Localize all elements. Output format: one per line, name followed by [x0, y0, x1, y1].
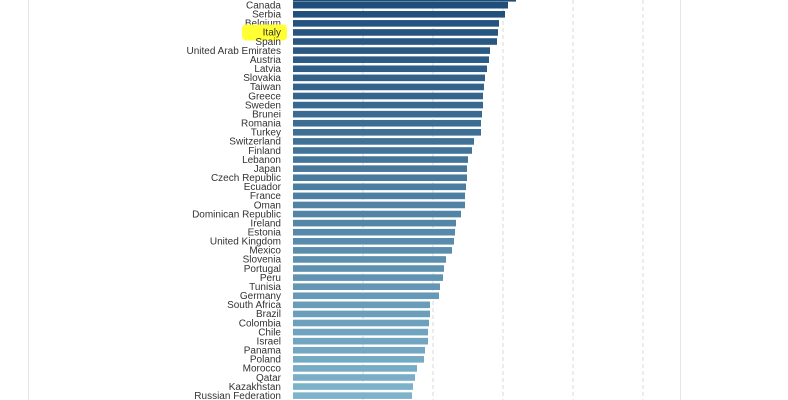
bar-poland[interactable] [293, 356, 424, 363]
bar-morocco[interactable] [293, 365, 417, 372]
category-label-belgium: Belgium [245, 19, 281, 30]
category-label-portugal: Portugal [244, 264, 281, 275]
chart-left-border [28, 0, 29, 400]
bar-slovakia[interactable] [293, 74, 485, 82]
bar-oman[interactable] [293, 201, 465, 209]
category-label-dominican-republic: Dominican Republic [192, 209, 281, 220]
bar-colombia[interactable] [293, 319, 429, 327]
bar-south-africa[interactable] [293, 301, 430, 309]
category-label-slovakia: Slovakia [243, 73, 281, 84]
bar-belgium[interactable] [293, 20, 499, 27]
category-label-finland: Finland [248, 146, 281, 157]
bar-germany[interactable] [293, 292, 439, 300]
bar-estonia[interactable] [293, 228, 455, 236]
category-label-switzerland: Switzerland [229, 137, 281, 148]
highlight-italy [242, 24, 287, 41]
bar-finland[interactable] [293, 147, 472, 154]
bar-chile[interactable] [293, 328, 428, 336]
bar-mexico[interactable] [293, 247, 452, 254]
category-label-qatar: Qatar [256, 373, 282, 384]
bar-peru[interactable] [293, 274, 443, 281]
bar-austria[interactable] [293, 56, 489, 63]
bar-panama[interactable] [293, 346, 425, 354]
bar-japan[interactable] [293, 165, 467, 172]
category-label-czech-republic: Czech Republic [211, 173, 281, 184]
bar-qatar[interactable] [293, 374, 415, 381]
bar-israel[interactable] [293, 337, 428, 345]
category-label-brunei: Brunei [252, 109, 281, 120]
bar-offscreen [293, 0, 516, 2]
category-label-ireland: Ireland [250, 218, 281, 229]
category-label-united-arab-emirates: United Arab Emirates [187, 46, 282, 57]
bar-turkey[interactable] [293, 129, 481, 136]
category-label-colombia: Colombia [239, 318, 282, 329]
category-label-sweden: Sweden [245, 100, 281, 111]
bar-latvia[interactable] [293, 65, 487, 73]
category-label-israel: Israel [257, 336, 281, 347]
bar-serbia[interactable] [293, 10, 505, 18]
category-label-morocco: Morocco [243, 364, 282, 375]
bar-italy[interactable] [293, 29, 498, 36]
bar-tunisia[interactable] [293, 283, 440, 290]
category-label-united-kingdom: United Kingdom [210, 237, 281, 248]
category-label-lebanon: Lebanon [242, 155, 281, 166]
category-label-austria: Austria [250, 55, 282, 66]
category-label-romania: Romania [241, 119, 281, 130]
bar-canada[interactable] [293, 1, 508, 9]
bar-ireland[interactable] [293, 219, 456, 227]
category-label-turkey: Turkey [251, 128, 281, 139]
category-label-mexico: Mexico [249, 246, 281, 257]
bar-united-arab-emirates[interactable] [293, 47, 490, 54]
category-label-slovenia: Slovenia [243, 255, 282, 266]
bar-sweden[interactable] [293, 101, 483, 109]
bar-kazakhstan[interactable] [293, 383, 413, 390]
bar-france[interactable] [293, 192, 465, 200]
bar-ecuador[interactable] [293, 183, 466, 191]
category-label-poland: Poland [250, 355, 281, 366]
category-label-oman: Oman [254, 200, 281, 211]
category-label-serbia: Serbia [252, 10, 281, 21]
bar-united-kingdom[interactable] [293, 237, 454, 245]
category-label-italy: Italy [263, 28, 281, 39]
category-label-canada: Canada [246, 1, 281, 12]
category-label-france: France [250, 191, 282, 202]
category-label-tunisia: Tunisia [249, 282, 281, 293]
bar-lebanon[interactable] [293, 156, 468, 163]
chart-right-border [680, 0, 681, 400]
category-label-south-africa: South Africa [227, 300, 281, 311]
bar-czech-republic[interactable] [293, 174, 467, 182]
category-label-germany: Germany [240, 291, 281, 302]
category-label-panama: Panama [244, 346, 282, 357]
category-label-ecuador: Ecuador [244, 182, 282, 193]
bar-brunei[interactable] [293, 110, 482, 118]
category-label-spain: Spain [255, 37, 281, 48]
category-label-japan: Japan [254, 164, 281, 175]
bar-brazil[interactable] [293, 310, 430, 318]
category-label-estonia: Estonia [248, 228, 282, 239]
bar-dominican-republic[interactable] [293, 210, 461, 218]
bar-switzerland[interactable] [293, 138, 474, 145]
bar-taiwan[interactable] [293, 83, 484, 91]
bar-portugal[interactable] [293, 265, 444, 272]
bar-russian-federation[interactable] [293, 392, 412, 399]
bar-spain[interactable] [293, 38, 497, 45]
bar-romania[interactable] [293, 119, 481, 127]
category-label-kazakhstan: Kazakhstan [229, 382, 281, 393]
category-label-russian-federation: Russian Federation [194, 391, 281, 400]
bar-slovenia[interactable] [293, 256, 446, 263]
category-label-chile: Chile [258, 327, 281, 338]
category-label-peru: Peru [260, 273, 281, 284]
category-label-greece: Greece [248, 91, 281, 102]
category-label-brazil: Brazil [256, 309, 281, 320]
category-label-latvia: Latvia [254, 64, 281, 75]
category-label-taiwan: Taiwan [250, 82, 281, 93]
bar-greece[interactable] [293, 92, 483, 100]
